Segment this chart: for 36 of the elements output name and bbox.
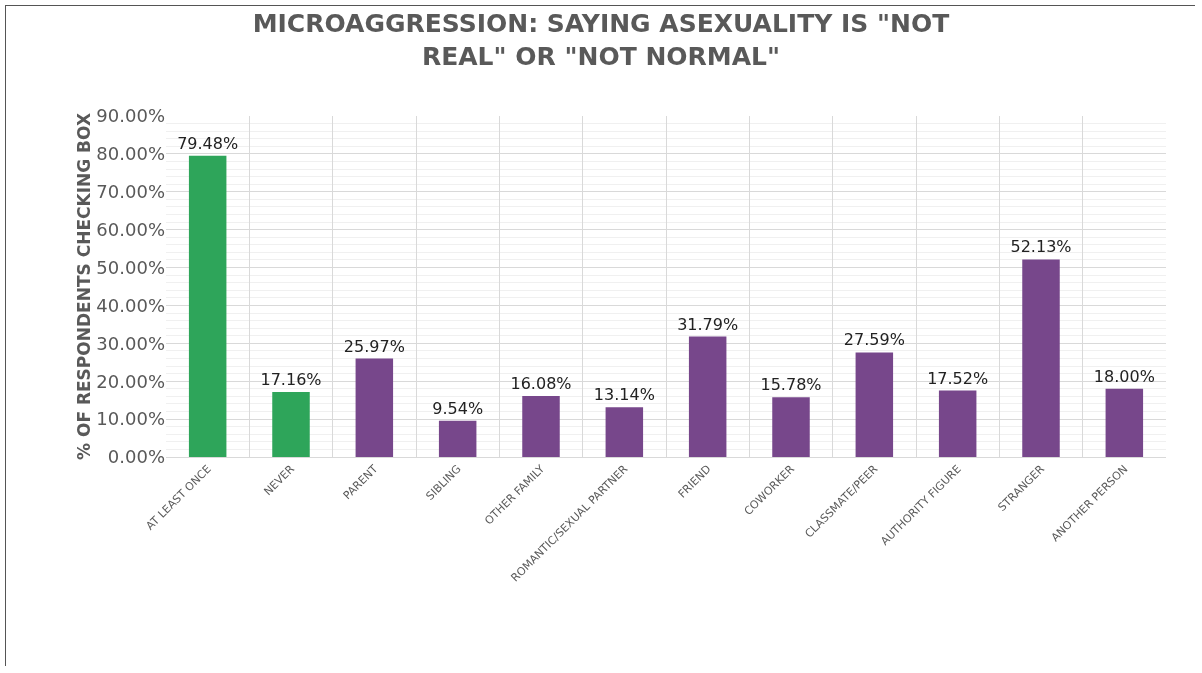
data-label: 17.16% xyxy=(260,369,322,389)
bar xyxy=(1105,388,1144,457)
bar xyxy=(772,397,810,457)
data-label: 18.00% xyxy=(1093,366,1155,386)
bar xyxy=(855,352,894,457)
y-tick-label: 50.00% xyxy=(96,256,165,278)
data-label: 13.14% xyxy=(593,385,655,405)
y-tick-label: 40.00% xyxy=(96,294,165,316)
bar xyxy=(938,390,977,457)
y-tick-label: 10.00% xyxy=(96,408,165,430)
bar xyxy=(1022,259,1060,457)
bar xyxy=(688,336,727,457)
bar xyxy=(522,396,560,457)
data-label: 27.59% xyxy=(843,330,905,350)
data-label: 25.97% xyxy=(343,336,405,356)
data-label: 17.52% xyxy=(927,368,989,388)
data-label: 79.48% xyxy=(177,133,239,153)
data-label: 16.08% xyxy=(510,374,572,394)
y-tick-label: 90.00% xyxy=(96,105,165,127)
bar xyxy=(188,155,227,457)
y-tick-label: 0.00% xyxy=(107,446,165,468)
chart-title: MICROAGGRESSION: SAYING ASEXUALITY IS "NOT REAL" OR "NOT NORMAL" xyxy=(252,9,950,71)
y-tick-label: 20.00% xyxy=(96,370,165,392)
y-axis-title: % OF RESPONDENTS CHECKING BOX xyxy=(74,112,95,461)
data-label: 15.78% xyxy=(760,375,822,395)
bar xyxy=(355,358,394,457)
y-tick-label: 30.00% xyxy=(96,332,165,354)
bar xyxy=(605,407,644,457)
y-tick-label: 70.00% xyxy=(96,181,165,203)
data-label: 9.54% xyxy=(432,398,484,418)
y-tick-label: 80.00% xyxy=(96,143,165,165)
bar xyxy=(438,420,477,457)
y-tick-label: 60.00% xyxy=(96,218,165,240)
bar xyxy=(272,391,310,457)
data-label: 31.79% xyxy=(677,314,739,334)
data-label: 52.13% xyxy=(1010,237,1072,257)
